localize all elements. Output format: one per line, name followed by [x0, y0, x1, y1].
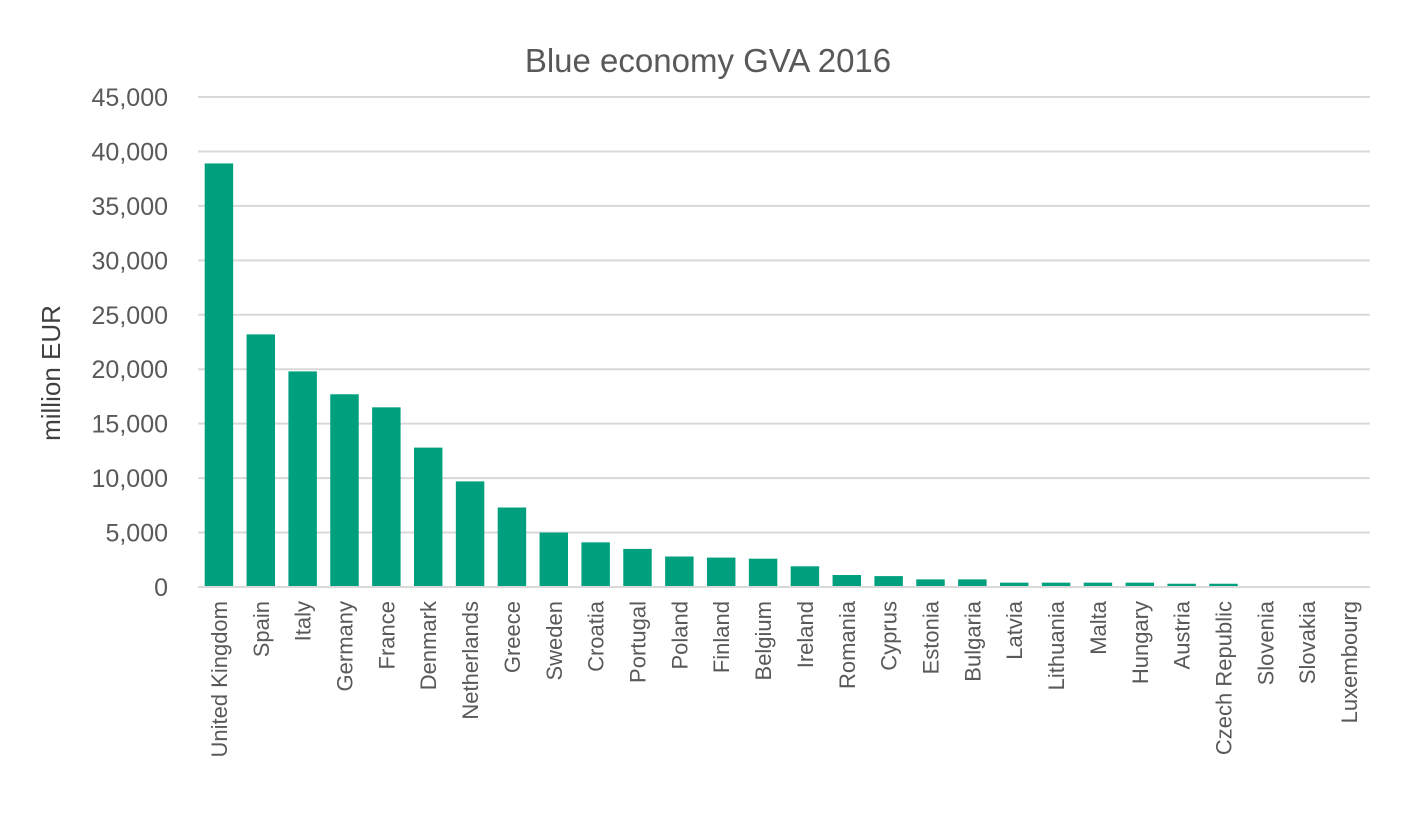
bar-greece — [497, 507, 527, 587]
x-tick-label: Luxembourg — [1337, 601, 1362, 723]
bar-portugal — [623, 548, 652, 587]
y-tick-label: 10,000 — [92, 465, 168, 493]
y-tick-label: 25,000 — [92, 302, 168, 330]
bar-france — [372, 407, 401, 587]
x-tick-label: Poland — [667, 601, 692, 670]
bar-spain — [246, 334, 276, 587]
bar-czech-republic — [1209, 583, 1238, 587]
bar-united-kingdom — [204, 163, 234, 587]
x-tick-label: Italy — [291, 601, 316, 641]
x-tick-label: Denmark — [416, 600, 441, 690]
x-tick-label: Finland — [709, 601, 734, 673]
x-tick-label: Latvia — [1002, 600, 1027, 659]
bar-malta — [1083, 582, 1113, 587]
x-tick-label: Slovenia — [1253, 600, 1278, 685]
y-axis-label: million EUR — [36, 305, 66, 441]
x-tick-label: Romania — [835, 600, 860, 689]
x-tick-label: Germany — [333, 601, 358, 691]
bar-italy — [288, 371, 317, 587]
x-tick-label: Croatia — [584, 600, 609, 672]
bar-finland — [706, 557, 736, 587]
bar-latvia — [999, 582, 1029, 587]
bar-germany — [330, 394, 359, 587]
x-tick-label: Netherlands — [458, 601, 483, 720]
bar-sweden — [539, 532, 569, 587]
y-tick-label: 20,000 — [92, 356, 168, 384]
bar-bulgaria — [958, 579, 987, 587]
bars — [204, 163, 1322, 587]
bar-austria — [1167, 583, 1196, 587]
x-tick-label: Belgium — [751, 601, 776, 680]
x-tick-label: Bulgaria — [960, 600, 985, 681]
y-tick-label: 45,000 — [92, 84, 168, 112]
bar-hungary — [1125, 582, 1155, 587]
y-tick-label: 40,000 — [92, 138, 168, 166]
bar-cyprus — [874, 576, 903, 587]
x-tick-label: Slovakia — [1295, 600, 1320, 684]
x-tick-label: Sweden — [542, 601, 567, 681]
bar-poland — [665, 556, 694, 587]
x-tick-label: France — [374, 601, 399, 669]
x-tick-label: Ireland — [793, 601, 818, 668]
bar-netherlands — [455, 481, 485, 587]
y-tick-label: 15,000 — [92, 411, 168, 439]
y-tick-label: 0 — [154, 574, 168, 602]
x-tick-label: United Kingdom — [207, 601, 232, 758]
x-tick-label: Hungary — [1128, 601, 1153, 684]
x-axis-ticks: United Kingdom Spain Italy Germany France Den… — [207, 600, 1362, 758]
bar-denmark — [413, 447, 443, 587]
x-tick-label: Portugal — [626, 601, 651, 683]
y-axis-ticks: 0 5,000 10,000 15,000 20,000 25,000 30,000 35,0… — [92, 84, 168, 602]
y-tick-label: 5,000 — [105, 520, 168, 548]
x-tick-label: Austria — [1170, 600, 1195, 669]
x-tick-label: Estonia — [919, 600, 944, 674]
bar-lithuania — [1041, 582, 1071, 587]
chart-title: Blue economy GVA 2016 — [525, 42, 891, 79]
bar-romania — [832, 575, 862, 587]
x-tick-label: Lithuania — [1044, 600, 1069, 690]
x-tick-label: Greece — [500, 601, 525, 673]
x-tick-label: Malta — [1086, 600, 1111, 655]
x-tick-label: Cyprus — [877, 601, 902, 671]
bar-belgium — [748, 558, 778, 587]
bar-estonia — [916, 579, 945, 587]
bar-croatia — [581, 542, 610, 587]
bar-ireland — [790, 566, 820, 587]
x-tick-label: Czech Republic — [1212, 601, 1237, 755]
y-tick-label: 30,000 — [92, 247, 168, 275]
y-tick-label: 35,000 — [92, 193, 168, 221]
x-tick-label: Spain — [249, 601, 274, 657]
